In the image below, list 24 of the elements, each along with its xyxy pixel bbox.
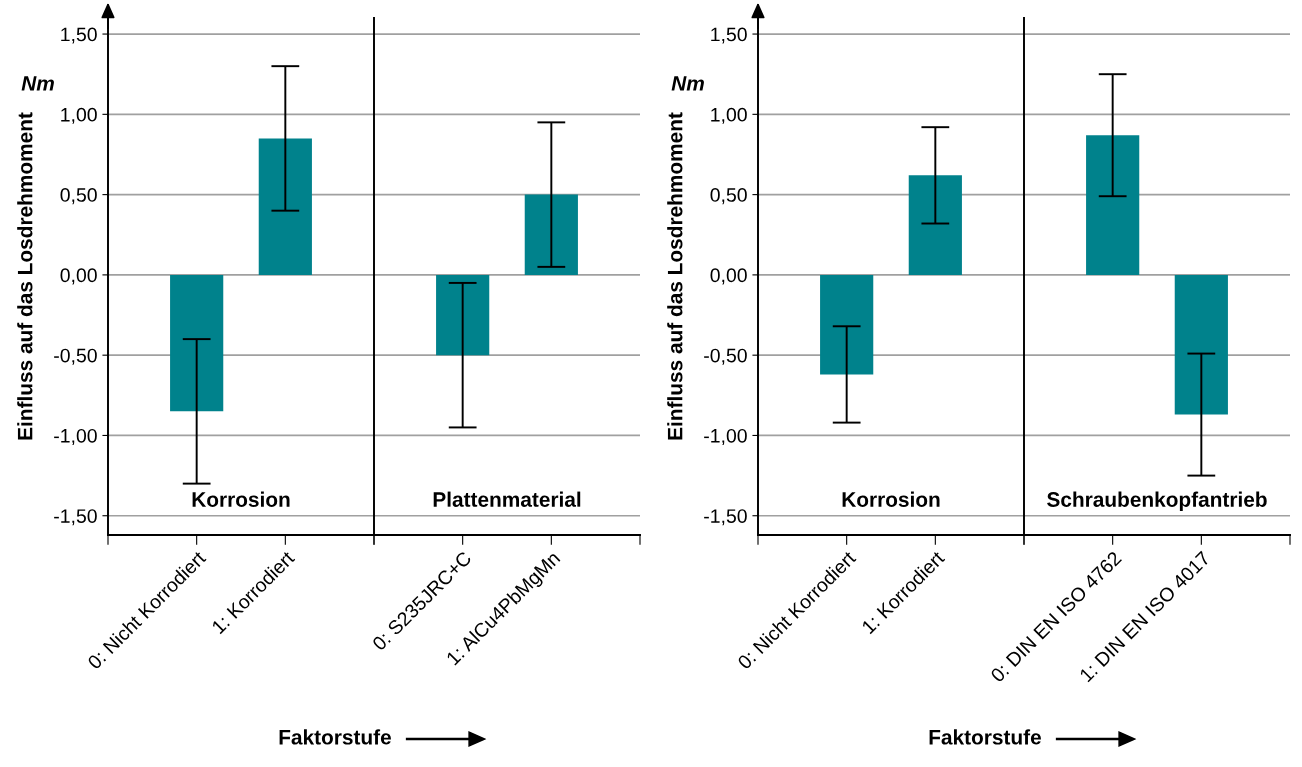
annotation: Korrosion bbox=[842, 491, 940, 507]
y-tick-label: 1,00 bbox=[711, 107, 747, 124]
y-tick-label: -1,00 bbox=[54, 428, 97, 445]
x-axis-title: Faktorstufe bbox=[279, 729, 391, 745]
x-axis-title: Faktorstufe bbox=[929, 729, 1041, 745]
annotation: Schraubenkopfantrieb bbox=[1047, 491, 1267, 511]
y-tick-label: -0,50 bbox=[54, 348, 97, 365]
y-tick-label: -1,50 bbox=[704, 509, 747, 526]
y-tick-label: 1,50 bbox=[711, 27, 747, 44]
text: Nm bbox=[671, 76, 704, 91]
y-tick-label: 0,00 bbox=[710, 268, 747, 285]
text: Nm bbox=[21, 76, 54, 91]
y-tick-label: -0,50 bbox=[704, 348, 747, 365]
y-tick-label: 0,50 bbox=[60, 188, 97, 205]
y-tick-label: 1,00 bbox=[61, 107, 97, 124]
y-tick-label: 1,50 bbox=[61, 27, 97, 44]
annotation: Plattenmaterial bbox=[433, 491, 581, 507]
y-tick-label: 0,50 bbox=[710, 188, 747, 205]
y-axis-title: Einfluss auf das Losdrehmoment bbox=[17, 112, 33, 440]
y-tick-label: -1,50 bbox=[54, 509, 97, 526]
annotation: Korrosion bbox=[192, 491, 290, 507]
y-tick-label: -1,00 bbox=[704, 428, 747, 445]
y-tick-label: 0,00 bbox=[60, 268, 97, 285]
y-axis-title: Einfluss auf das Losdrehmoment bbox=[667, 112, 683, 440]
